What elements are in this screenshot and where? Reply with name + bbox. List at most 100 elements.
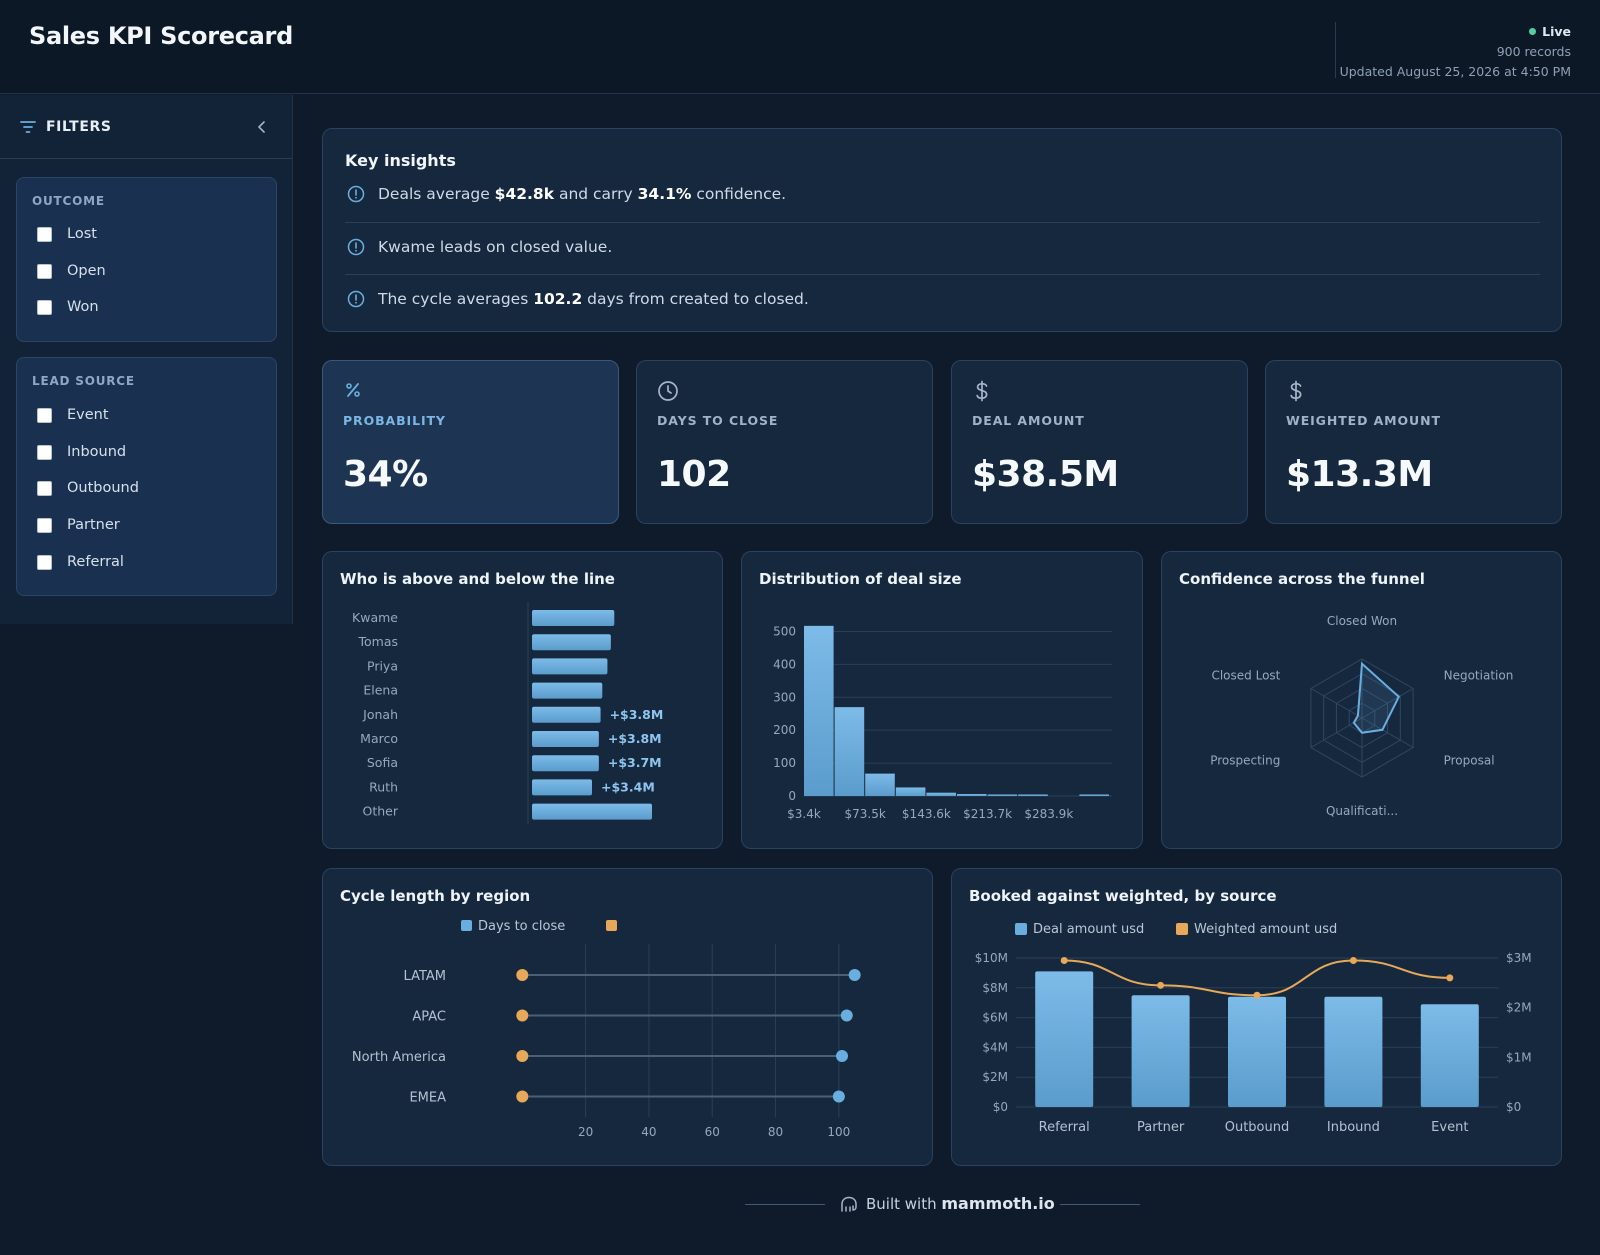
insight-text: Deals average $42.8k and carry 34.1% con…: [378, 185, 786, 203]
line-point: [1253, 991, 1261, 999]
top-bar: Sales KPI Scorecard Live 900 records Upd…: [0, 0, 1600, 94]
x-tick-label: $143.6k: [902, 807, 951, 821]
insight-text-part: and carry: [554, 185, 638, 203]
kpi-card-days-to-close[interactable]: DAYS TO CLOSE 102: [636, 360, 933, 524]
x-tick-label: 60: [705, 1125, 720, 1139]
histogram-bar: [987, 794, 1018, 796]
checkbox[interactable]: [37, 445, 52, 460]
radar-spoke: [1310, 688, 1363, 719]
kpi-card-weighted-amount[interactable]: WEIGHTED AMOUNT $13.3M: [1265, 360, 1562, 524]
filter-option-inbound[interactable]: Inbound: [37, 442, 257, 464]
radar-series-area: [1352, 661, 1401, 734]
filter-option-outbound[interactable]: Outbound: [37, 478, 257, 500]
y-left-tick-label: $4M: [982, 1040, 1008, 1054]
radar-axis-label: Closed Won: [1327, 614, 1397, 628]
filter-group-title: LEAD SOURCE: [32, 374, 135, 388]
live-badge: Live: [1542, 24, 1571, 39]
category-label: LATAM: [404, 969, 446, 984]
cycle-length-dumbbell-chart: Days to close 20 40 60 80 100 LATAM APAC North A…: [352, 919, 861, 1139]
filter-option-won[interactable]: Won: [37, 297, 257, 319]
x-category-label: Outbound: [1225, 1120, 1290, 1135]
insight-text-part: confidence.: [691, 185, 787, 203]
bar: [532, 731, 599, 747]
status-panel: Live 900 records Updated August 25, 2026…: [1340, 22, 1571, 82]
footer-prefix: Built with: [866, 1195, 942, 1213]
checkbox[interactable]: [37, 555, 52, 570]
insight-text-part: days from created to closed.: [582, 290, 809, 308]
footer-brand[interactable]: mammoth.io: [941, 1194, 1055, 1213]
chart-title: Booked against weighted, by source: [969, 887, 1277, 905]
filter-option-partner[interactable]: Partner: [37, 515, 257, 537]
lead-source-filter-group: LEAD SOURCE Event Inbound Outbound Partn…: [16, 357, 277, 596]
y-tick-label: 500: [773, 624, 796, 638]
kpi-card-deal-amount[interactable]: DEAL AMOUNT $38.5M: [951, 360, 1248, 524]
x-category-label: Referral: [1039, 1120, 1090, 1135]
filter-option-referral[interactable]: Referral: [37, 552, 257, 574]
bar: [1324, 996, 1383, 1107]
dumbbell-end-point: [832, 1090, 845, 1103]
checkbox[interactable]: [37, 518, 52, 533]
insight-row: Deals average $42.8k and carry 34.1% con…: [345, 170, 1540, 222]
insight-text-part: Deals average: [378, 185, 495, 203]
checkbox[interactable]: [37, 227, 52, 242]
checkbox[interactable]: [37, 264, 52, 279]
category-label: Kwame: [352, 610, 398, 625]
filter-option-open[interactable]: Open: [37, 261, 257, 283]
category-label: Sofia: [367, 755, 398, 770]
filter-option-label: Event: [67, 407, 109, 423]
chart-card-confidence: Confidence across the funnel Closed Won N…: [1161, 551, 1562, 849]
bar: [1035, 971, 1094, 1107]
category-label: Tomas: [357, 634, 398, 649]
x-tick-label: $283.9k: [1024, 807, 1073, 821]
category-label: North America: [352, 1050, 446, 1065]
y-left-tick-label: $8M: [982, 981, 1008, 995]
filters-sidebar: FILTERS OUTCOME Lost Open Won LEAD SOURC…: [0, 95, 293, 624]
percent-icon: [346, 383, 360, 397]
insight-row: The cycle averages 102.2 days from creat…: [345, 274, 1540, 326]
x-tick-label: $3.4k: [787, 807, 821, 821]
kpi-label: WEIGHTED AMOUNT: [1286, 413, 1441, 428]
filter-option-event[interactable]: Event: [37, 405, 257, 427]
y-left-tick-label: $10M: [975, 951, 1008, 965]
histogram-bar: [1018, 794, 1048, 796]
collapse-sidebar-icon[interactable]: [252, 117, 272, 137]
y-tick-label: 0: [788, 789, 796, 803]
dumbbell-start-point: [516, 1050, 529, 1062]
legend-swatch: [461, 920, 472, 931]
bar: [1131, 995, 1190, 1107]
divider: [1335, 22, 1336, 78]
app-title: Sales KPI Scorecard: [29, 22, 293, 50]
info-circle-icon: [347, 185, 365, 203]
filter-option-label: Inbound: [67, 444, 127, 460]
category-label: APAC: [412, 1010, 446, 1025]
filter-icon: [20, 121, 36, 133]
radar-axis-label: Qualificati...: [1326, 804, 1398, 818]
legend-label: Deal amount usd: [1033, 922, 1144, 937]
x-tick-label: 80: [768, 1125, 783, 1139]
radar-spoke: [1361, 717, 1414, 748]
filter-option-lost[interactable]: Lost: [37, 224, 257, 246]
x-tick-label: 20: [578, 1125, 593, 1139]
deal-size-histogram: 0 100 200 300 400 500 $3.4k $73.5k $143.6k $213.7…: [773, 624, 1112, 821]
filter-option-label: Open: [67, 263, 106, 279]
checkbox[interactable]: [37, 481, 52, 496]
x-category-label: Inbound: [1327, 1120, 1380, 1135]
radar-axis-label: Proposal: [1444, 754, 1495, 768]
x-category-label: Event: [1431, 1120, 1468, 1135]
category-label: Jonah: [362, 707, 398, 722]
dumbbell-start-point: [516, 1009, 529, 1022]
filter-option-label: Won: [67, 299, 99, 315]
y-right-tick-label: $1M: [1506, 1050, 1532, 1064]
checkbox[interactable]: [37, 300, 52, 315]
y-right-tick-label: $0: [1506, 1100, 1521, 1114]
y-tick-label: 300: [773, 690, 796, 704]
bar: [532, 755, 599, 772]
legend-swatch: [1015, 923, 1027, 935]
chart-title: Cycle length by region: [340, 887, 531, 905]
y-left-tick-label: $0: [993, 1100, 1008, 1114]
kpi-card-probability[interactable]: PROBABILITY 34%: [322, 360, 619, 524]
line-point: [1446, 974, 1454, 982]
chart-card-booked-weighted: Booked against weighted, by source Deal …: [951, 868, 1562, 1166]
checkbox[interactable]: [37, 408, 52, 423]
footer-divider: [745, 1204, 825, 1205]
